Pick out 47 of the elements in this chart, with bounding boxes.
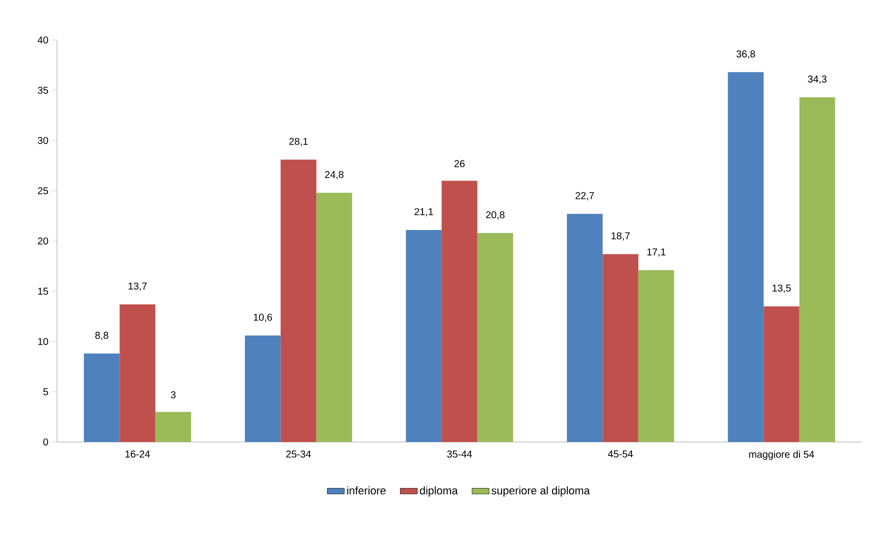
x-tick-label: 16-24 bbox=[126, 450, 150, 458]
data-label: 26 bbox=[454, 160, 465, 168]
x-tick-label: 35-44 bbox=[447, 450, 472, 458]
y-tick-label: 0 bbox=[43, 438, 48, 446]
bar bbox=[244, 335, 281, 442]
bar bbox=[799, 97, 836, 442]
data-label: 13,7 bbox=[128, 282, 147, 291]
data-label: 21,1 bbox=[414, 208, 433, 216]
data-label: 8,8 bbox=[95, 332, 108, 340]
bar bbox=[280, 160, 316, 442]
legend-label: diploma bbox=[420, 486, 458, 497]
data-label: 10,6 bbox=[254, 314, 272, 322]
legend-label: superiore al diploma bbox=[492, 486, 590, 497]
bar bbox=[602, 254, 638, 442]
bar bbox=[316, 192, 352, 442]
data-label: 34,3 bbox=[808, 76, 827, 84]
data-label: 17,1 bbox=[647, 248, 666, 257]
y-tick-label: 25 bbox=[38, 187, 48, 194]
legend-label: inferiore bbox=[347, 486, 386, 494]
y-tick-label: 40 bbox=[38, 36, 48, 44]
data-label: 24,8 bbox=[325, 171, 344, 180]
y-tick-label: 30 bbox=[38, 136, 48, 144]
bar bbox=[120, 304, 156, 442]
data-label: 36,8 bbox=[736, 50, 756, 59]
x-tick-label: maggiore di 54 bbox=[749, 450, 814, 460]
bar bbox=[442, 180, 478, 442]
data-label: 20,8 bbox=[486, 211, 505, 220]
bar bbox=[477, 232, 514, 442]
y-tick-label: 20 bbox=[38, 237, 48, 245]
bar bbox=[406, 230, 442, 442]
x-tick-label: 45-54 bbox=[608, 450, 633, 458]
bar bbox=[566, 214, 603, 442]
y-tick-label: 15 bbox=[38, 288, 48, 295]
bar bbox=[728, 72, 764, 442]
bar bbox=[84, 354, 120, 442]
data-label: 18,7 bbox=[612, 232, 630, 241]
y-tick-label: 35 bbox=[38, 86, 48, 94]
x-tick-label: 25-34 bbox=[286, 450, 311, 458]
data-label: 3 bbox=[170, 391, 176, 398]
bar bbox=[155, 412, 192, 442]
data-label: 28,1 bbox=[289, 138, 308, 146]
data-label: 22,7 bbox=[576, 192, 594, 200]
y-tick-label: 5 bbox=[43, 388, 48, 396]
data-label: 13,5 bbox=[772, 284, 791, 293]
bar bbox=[764, 306, 800, 442]
y-tick-label: 10 bbox=[38, 338, 48, 346]
bar bbox=[638, 270, 674, 442]
